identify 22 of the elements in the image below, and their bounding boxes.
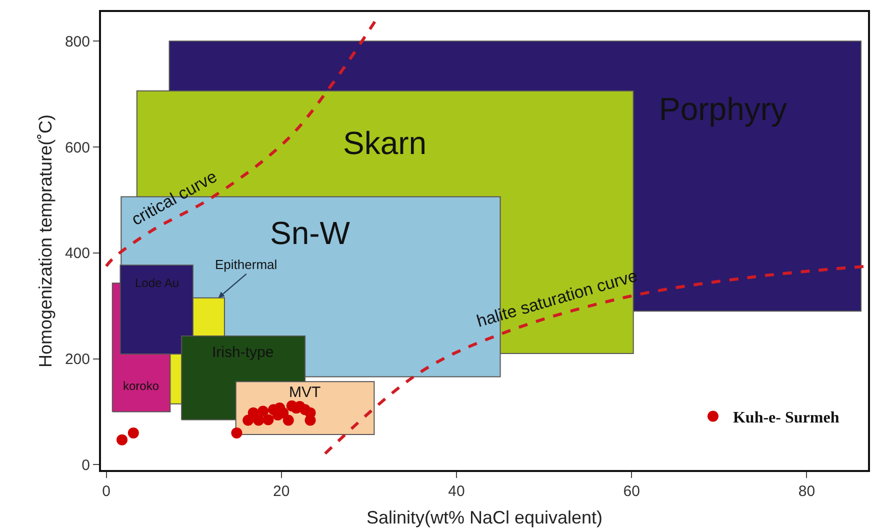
series-label: koroko — [123, 379, 160, 393]
y-tick-label: 800 — [64, 33, 90, 50]
text: halite saturation curve — [474, 266, 640, 331]
x-tick-label: 80 — [798, 483, 816, 500]
y-tick-label: 600 — [64, 139, 90, 156]
legend-label: Kuh-e- Surmeh — [732, 410, 840, 426]
x-axis-title: Salinity(wt% NaCl equivalent) — [366, 508, 603, 528]
series-label: Skarn — [343, 125, 427, 161]
series-label: MVT — [289, 384, 321, 401]
y-tick-label: 200 — [64, 351, 90, 368]
series-label: Porphyry — [659, 91, 788, 127]
series-label: Lode Au — [135, 276, 180, 290]
y-axis-title: Homogenization temprature(˚C) — [36, 114, 56, 368]
x-tick-label: 60 — [623, 483, 640, 500]
series-label: Irish-type — [212, 344, 274, 361]
x-tick-label: 20 — [273, 483, 290, 500]
series-label: Sn-W — [270, 215, 351, 251]
x-tick-label: 0 — [102, 483, 110, 500]
annotation: Epithermal — [215, 257, 278, 272]
x-tick-label: 40 — [448, 483, 465, 500]
y-tick-label: 400 — [64, 245, 90, 262]
y-tick-label: 0 — [82, 456, 90, 474]
